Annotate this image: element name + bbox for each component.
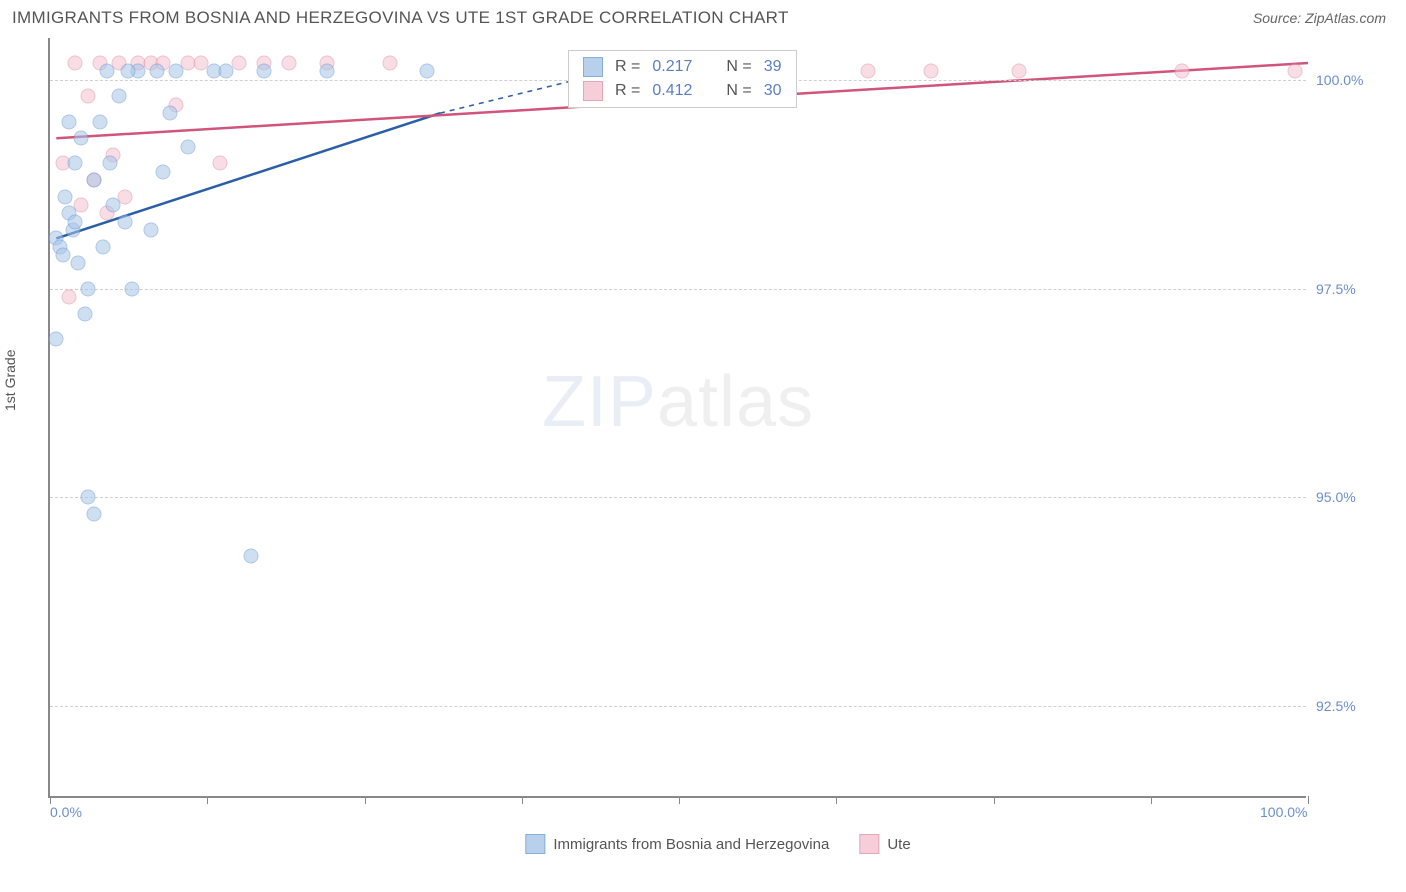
- data-point-ute: [282, 56, 297, 71]
- data-point-bosnia: [87, 507, 102, 522]
- data-point-bosnia: [70, 256, 85, 271]
- data-point-ute: [61, 289, 76, 304]
- data-point-bosnia: [68, 214, 83, 229]
- data-point-bosnia: [120, 64, 135, 79]
- data-point-bosnia: [61, 114, 76, 129]
- gridline-h: [50, 706, 1306, 707]
- y-axis-title: 1st Grade: [2, 350, 18, 411]
- data-point-bosnia: [118, 214, 133, 229]
- trend-lines-svg: [50, 38, 1308, 798]
- data-point-ute: [1011, 64, 1026, 79]
- data-point-bosnia: [95, 239, 110, 254]
- legend-label-ute: Ute: [887, 836, 910, 853]
- trend-line-bosnia: [56, 113, 440, 238]
- x-tick: [679, 796, 680, 804]
- data-point-bosnia: [80, 490, 95, 505]
- legend-item-bosnia: Immigrants from Bosnia and Herzegovina: [525, 834, 829, 854]
- data-point-ute: [80, 89, 95, 104]
- x-tick: [50, 796, 51, 804]
- x-tick: [365, 796, 366, 804]
- n-label: N =: [726, 58, 751, 76]
- data-point-bosnia: [80, 281, 95, 296]
- swatch-ute-icon: [583, 81, 603, 101]
- data-point-bosnia: [49, 331, 64, 346]
- data-point-bosnia: [181, 139, 196, 154]
- data-point-ute: [212, 156, 227, 171]
- data-point-ute: [382, 56, 397, 71]
- data-point-ute: [118, 189, 133, 204]
- data-point-bosnia: [93, 114, 108, 129]
- x-tick: [522, 796, 523, 804]
- x-tick-label: 100.0%: [1260, 804, 1307, 820]
- swatch-ute: [859, 834, 879, 854]
- data-point-bosnia: [105, 198, 120, 213]
- data-point-ute: [231, 56, 246, 71]
- gridline-h: [50, 497, 1306, 498]
- data-point-bosnia: [143, 223, 158, 238]
- x-tick: [1308, 796, 1309, 804]
- data-point-bosnia: [219, 64, 234, 79]
- data-point-ute: [860, 64, 875, 79]
- data-point-bosnia: [87, 172, 102, 187]
- plot-area: ZIPatlas 92.5%95.0%97.5%100.0%0.0%100.0%: [48, 38, 1306, 798]
- legend-label-bosnia: Immigrants from Bosnia and Herzegovina: [553, 836, 829, 853]
- data-point-bosnia: [99, 64, 114, 79]
- data-point-ute: [923, 64, 938, 79]
- data-point-ute: [74, 198, 89, 213]
- correlation-legend: R = 0.217 N = 39 R = 0.412 N = 30: [568, 50, 797, 108]
- data-point-bosnia: [55, 248, 70, 263]
- data-point-bosnia: [420, 64, 435, 79]
- chart-container: 1st Grade ZIPatlas 92.5%95.0%97.5%100.0%…: [48, 38, 1388, 828]
- data-point-bosnia: [68, 156, 83, 171]
- x-tick-label: 0.0%: [50, 804, 82, 820]
- x-tick: [1151, 796, 1152, 804]
- legend-stat-row-ute: R = 0.412 N = 30: [583, 81, 782, 101]
- source-label: Source:: [1253, 10, 1305, 26]
- data-point-bosnia: [244, 548, 259, 563]
- x-tick: [836, 796, 837, 804]
- r-label: R =: [615, 82, 640, 100]
- watermark-zip: ZIP: [542, 362, 657, 442]
- data-point-bosnia: [162, 106, 177, 121]
- series-legend: Immigrants from Bosnia and Herzegovina U…: [525, 834, 910, 854]
- data-point-bosnia: [168, 64, 183, 79]
- watermark: ZIPatlas: [542, 361, 814, 443]
- chart-title: IMMIGRANTS FROM BOSNIA AND HERZEGOVINA V…: [12, 8, 789, 28]
- legend-item-ute: Ute: [859, 834, 910, 854]
- data-point-bosnia: [58, 189, 73, 204]
- data-point-ute: [68, 56, 83, 71]
- data-point-bosnia: [319, 64, 334, 79]
- data-point-bosnia: [156, 164, 171, 179]
- legend-stat-row-bosnia: R = 0.217 N = 39: [583, 57, 782, 77]
- x-tick: [994, 796, 995, 804]
- n-value: 39: [764, 58, 782, 76]
- r-value: 0.412: [652, 82, 692, 100]
- data-point-ute: [1288, 64, 1303, 79]
- x-tick: [207, 796, 208, 804]
- n-value: 30: [764, 82, 782, 100]
- watermark-atlas: atlas: [657, 362, 814, 442]
- gridline-h: [50, 289, 1306, 290]
- data-point-bosnia: [124, 281, 139, 296]
- source-name: ZipAtlas.com: [1305, 10, 1386, 26]
- data-point-bosnia: [149, 64, 164, 79]
- r-label: R =: [615, 58, 640, 76]
- source-attribution: Source: ZipAtlas.com: [1253, 10, 1386, 26]
- n-label: N =: [726, 82, 751, 100]
- swatch-bosnia: [525, 834, 545, 854]
- data-point-bosnia: [112, 89, 127, 104]
- data-point-ute: [1175, 64, 1190, 79]
- r-value: 0.217: [652, 58, 692, 76]
- data-point-bosnia: [256, 64, 271, 79]
- swatch-bosnia-icon: [583, 57, 603, 77]
- data-point-bosnia: [78, 306, 93, 321]
- data-point-bosnia: [103, 156, 118, 171]
- data-point-bosnia: [74, 131, 89, 146]
